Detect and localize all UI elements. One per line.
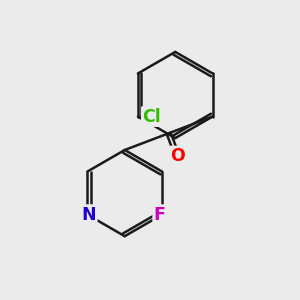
Text: O: O: [170, 147, 185, 165]
Text: N: N: [82, 206, 96, 224]
Text: F: F: [154, 206, 166, 224]
Text: Cl: Cl: [142, 108, 161, 126]
